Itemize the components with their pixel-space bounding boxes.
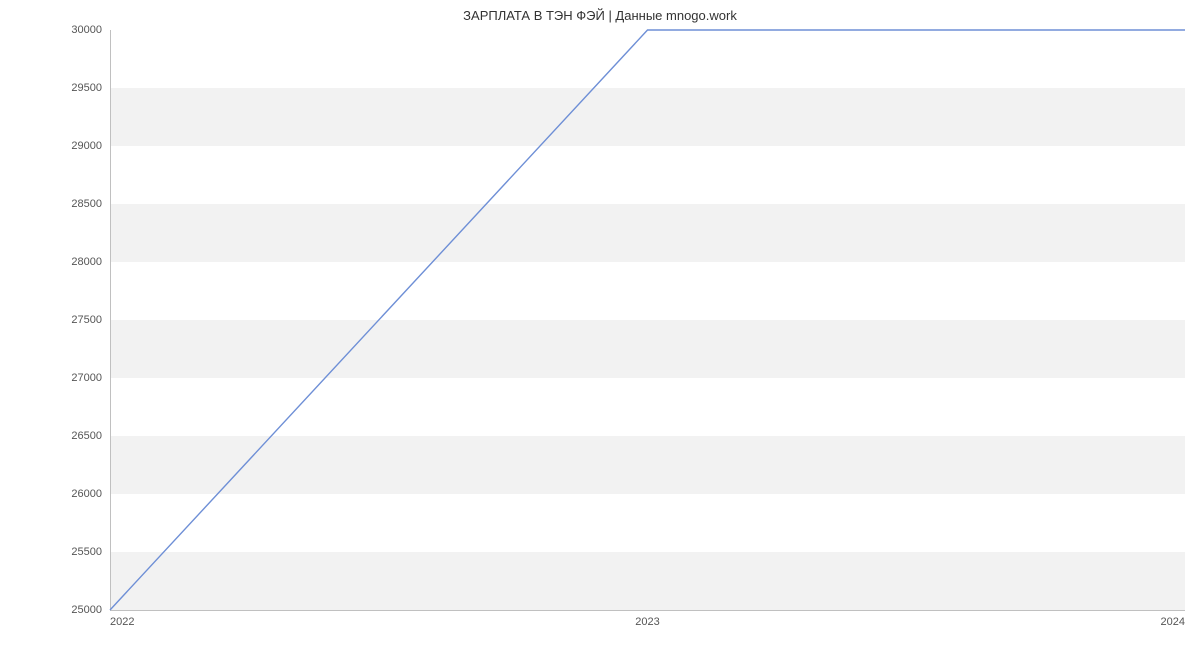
y-tick-label: 29000	[71, 140, 110, 152]
x-tick-label: 2023	[635, 610, 659, 628]
y-tick-label: 26500	[71, 430, 110, 442]
y-tick-label: 25500	[71, 546, 110, 558]
y-tick-label: 27000	[71, 372, 110, 384]
x-tick-label: 2022	[110, 610, 134, 628]
y-tick-label: 27500	[71, 314, 110, 326]
salary-chart: ЗАРПЛАТА В ТЭН ФЭЙ | Данные mnogo.work 2…	[0, 0, 1200, 650]
line-layer	[110, 30, 1185, 610]
x-axis-line	[110, 610, 1185, 611]
y-tick-label: 25000	[71, 604, 110, 616]
series-line	[110, 30, 1185, 610]
plot-area: 2500025500260002650027000275002800028500…	[110, 30, 1185, 610]
y-tick-label: 29500	[71, 82, 110, 94]
y-tick-label: 28000	[71, 256, 110, 268]
y-tick-label: 30000	[71, 24, 110, 36]
x-tick-label: 2024	[1161, 610, 1185, 628]
y-tick-label: 28500	[71, 198, 110, 210]
y-tick-label: 26000	[71, 488, 110, 500]
chart-title: ЗАРПЛАТА В ТЭН ФЭЙ | Данные mnogo.work	[0, 8, 1200, 23]
